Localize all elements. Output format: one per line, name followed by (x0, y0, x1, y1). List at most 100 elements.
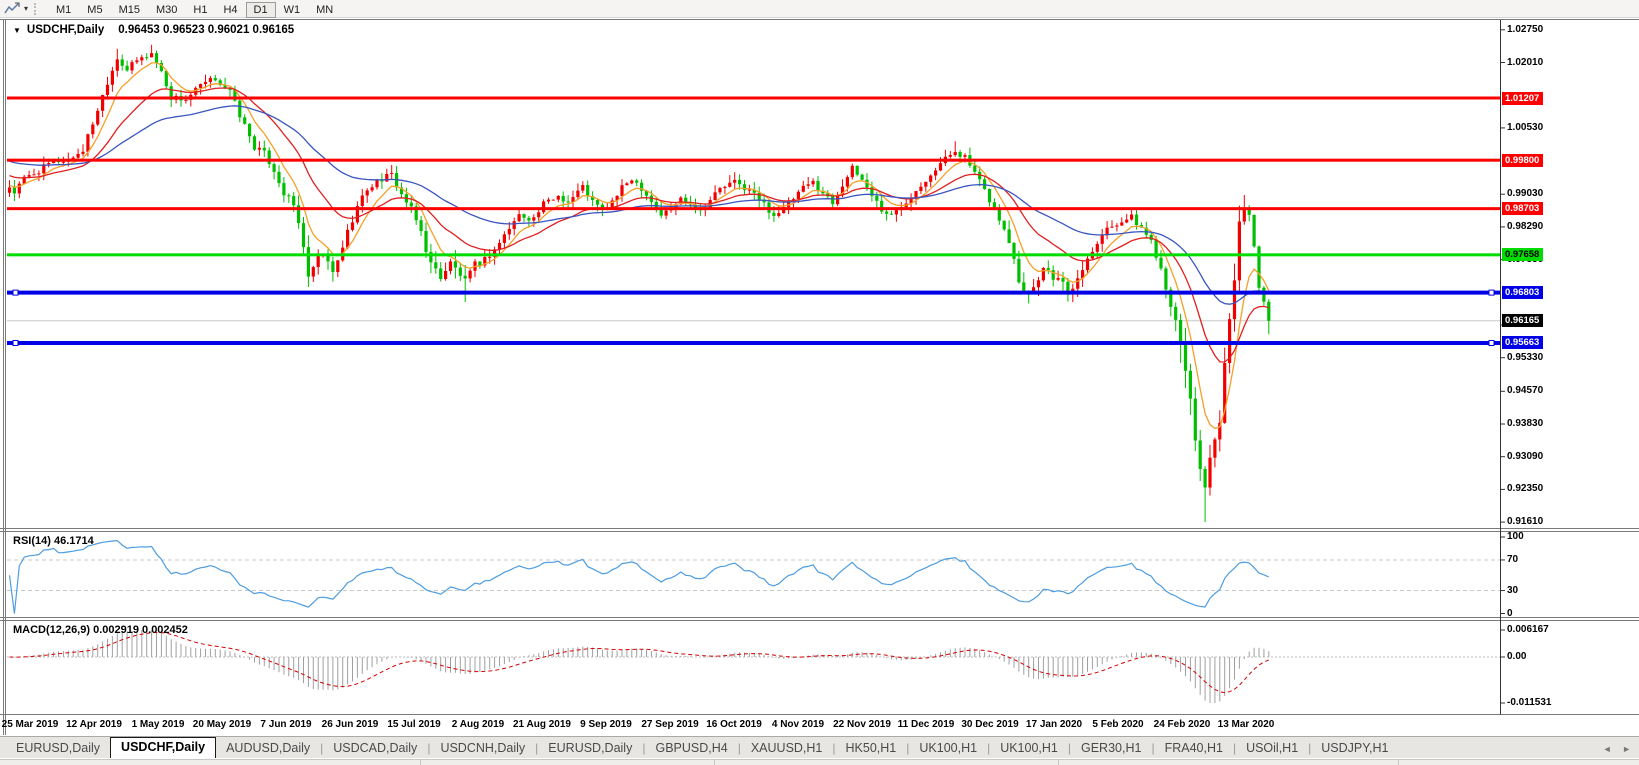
time-axis-label: 2 Aug 2019 (451, 719, 505, 730)
macd-axis-label: -0.011531 (1507, 697, 1552, 708)
toolbar-dropdown-icon[interactable]: ▾ (24, 4, 29, 13)
timeframe-button-m30[interactable]: M30 (155, 3, 178, 16)
candles-layer (7, 44, 1500, 523)
tab-usdjpy-h1[interactable]: USDJPY,H1 (1321, 741, 1389, 755)
line-handle[interactable] (1488, 289, 1495, 296)
tab-usdcnh-daily[interactable]: USDCNH,Daily (440, 741, 526, 755)
mid-ma-line[interactable] (9, 87, 1269, 363)
chart-tabs: EURUSD,Daily USDCHF,Daily AUDUSD,Daily | USD… (6, 737, 1398, 758)
timeframe-button-h4[interactable]: H4 (223, 3, 238, 16)
toolbar-grip[interactable] (34, 2, 42, 15)
line-handle[interactable] (12, 339, 19, 346)
timeframe-button-d1[interactable]: D1 (245, 1, 276, 18)
symbol-dropdown-icon[interactable]: ▼ (13, 25, 21, 35)
tab-separator: | (737, 740, 741, 755)
status-bar (0, 759, 1639, 765)
fast-ma-line[interactable] (9, 62, 1270, 430)
timeframe-button-m1[interactable]: M1 (56, 3, 72, 16)
rsi-panel (7, 539, 1500, 614)
timeframe-button-mn[interactable]: MN (316, 3, 334, 16)
tab-scroll-left-icon[interactable]: ◄ (1602, 744, 1612, 754)
slow-ma-line[interactable] (9, 105, 1269, 305)
status-bar-divider (1398, 759, 1399, 765)
price-level-line[interactable] (7, 253, 1500, 257)
time-axis-label: 21 Aug 2019 (513, 719, 571, 730)
time-axis-label: 5 Feb 2020 (1092, 719, 1144, 730)
indicator-chart-icon[interactable] (4, 2, 22, 15)
time-axis-label: 7 Jun 2019 (260, 719, 312, 730)
tab-uk100-h1[interactable]: UK100,H1 (919, 741, 978, 755)
tab-hk50-h1[interactable]: HK50,H1 (845, 741, 897, 755)
price-axis-label: 0.91610 (1507, 516, 1544, 528)
time-axis-label: 15 Jul 2019 (387, 719, 441, 730)
timeframe-button-h1[interactable]: H1 (193, 3, 208, 16)
time-axis-label: 16 Oct 2019 (706, 719, 762, 730)
tab-separator: | (832, 740, 836, 755)
tab-usdcad-daily[interactable]: USDCAD,Daily (333, 741, 418, 755)
tab-scroll-right-icon[interactable]: ► (1622, 744, 1631, 754)
price-axis-label: 1.02750 (1507, 23, 1544, 35)
price-axis-label: 0.94570 (1507, 385, 1544, 397)
chart-symbol: USDCHF,Daily (26, 24, 105, 36)
macd-panel (7, 630, 1500, 703)
status-bar-divider (714, 759, 715, 765)
current-price-badge: 0.96165 (1502, 314, 1544, 328)
price-level-badge: 0.97658 (1502, 248, 1544, 262)
tab-separator: | (1067, 740, 1071, 755)
line-handle[interactable] (1488, 339, 1495, 346)
price-level-badge: 0.95663 (1502, 336, 1544, 350)
tab-usoil-h1[interactable]: USOil,H1 (1246, 741, 1299, 755)
tab-usdchf-daily[interactable]: USDCHF,Daily (110, 737, 217, 758)
chart-title: ▼ USDCHF,Daily 0.96453 0.96523 0.96021 0… (13, 24, 294, 36)
tab-eurusd-daily[interactable]: EURUSD,Daily (548, 741, 633, 755)
tab-xauusd-h1[interactable]: XAUUSD,H1 (750, 741, 823, 755)
macd-signal-line (9, 631, 1269, 694)
price-axis-label: 0.95330 (1507, 351, 1544, 363)
tab-separator: | (642, 740, 646, 755)
chart-tab-bar: EURUSD,Daily USDCHF,Daily AUDUSD,Daily | USD… (0, 736, 1639, 758)
tab-separator: | (1308, 740, 1312, 755)
timeframe-button-m15[interactable]: M15 (118, 3, 140, 16)
tab-gbpusd-h4[interactable]: GBPUSD,H4 (655, 741, 728, 755)
horizontal-lines-layer (7, 96, 1500, 346)
price-level-badge: 0.99800 (1502, 153, 1544, 167)
timeframe-button-m5[interactable]: M5 (87, 3, 103, 16)
time-axis-label: 11 Dec 2019 (897, 719, 955, 730)
rsi-indicator-label: RSI(14) 46.1714 (13, 535, 94, 547)
price-axis-label: 0.99030 (1507, 188, 1544, 200)
macd-indicator-label: MACD(12,26,9) 0.002919 0.002452 (13, 624, 188, 636)
line-handle[interactable] (12, 289, 19, 296)
tab-separator: | (1232, 740, 1237, 755)
price-level-line[interactable] (7, 158, 1500, 162)
tab-uk100-h1[interactable]: UK100,H1 (1000, 741, 1058, 755)
time-axis-label: 17 Jan 2020 (1025, 719, 1083, 730)
price-axis-label: 0.92350 (1507, 483, 1544, 495)
rsi-axis-label: 100 (1507, 531, 1524, 542)
price-level-badge: 0.98703 (1502, 202, 1544, 216)
status-bar-divider (420, 759, 421, 765)
timeframe-buttons: M1 M5 M15 M30 H1 H4 D1 W1 MN (48, 0, 341, 18)
price-level-line[interactable] (7, 207, 1500, 211)
time-axis-label: 9 Sep 2019 (580, 719, 632, 730)
time-axis-label: 26 Jun 2019 (321, 719, 379, 730)
tab-fra40-h1[interactable]: FRA40,H1 (1164, 741, 1223, 755)
tab-separator: | (320, 740, 324, 755)
price-axis-label: 1.02010 (1507, 56, 1544, 68)
price-axis-label: 0.93090 (1507, 450, 1544, 462)
time-axis-label: 24 Feb 2020 (1153, 719, 1211, 730)
tab-ger30-h1[interactable]: GER30,H1 (1081, 741, 1142, 755)
price-level-line[interactable] (7, 96, 1500, 100)
tab-eurusd-daily[interactable]: EURUSD,Daily (16, 741, 101, 755)
price-level-badge: 0.96803 (1502, 286, 1544, 300)
chart-frame (0, 19, 1639, 735)
price-axis-label: 1.00530 (1507, 121, 1544, 133)
timeframe-button-w1[interactable]: W1 (283, 3, 301, 16)
time-axis-label: 22 Nov 2019 (833, 719, 891, 730)
price-level-line[interactable] (7, 340, 1500, 345)
rsi-axis-label: 0 (1507, 607, 1513, 619)
tab-audusd-daily[interactable]: AUDUSD,Daily (226, 741, 311, 755)
price-level-line[interactable] (7, 290, 1500, 295)
rsi-axis-label: 30 (1507, 584, 1519, 596)
